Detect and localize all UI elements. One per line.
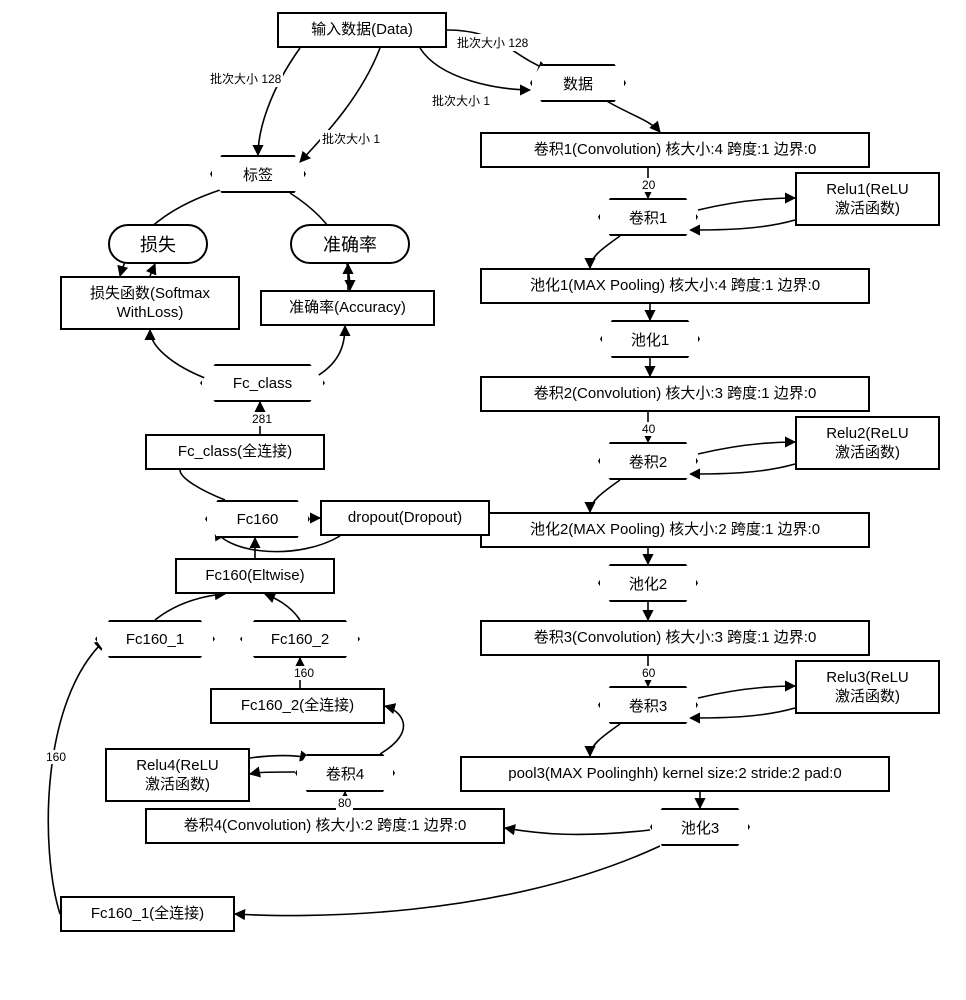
node-data_hex: 数据	[530, 64, 626, 102]
node-dropout: dropout(Dropout)	[320, 500, 490, 536]
node-relu1: Relu1(ReLU激活函数)	[795, 172, 940, 226]
edge-conv3_hex-to-pool3_cfg	[590, 724, 620, 756]
node-relu2: Relu2(ReLU激活函数)	[795, 416, 940, 470]
edge-conv4_hex-to-relu4	[250, 772, 295, 774]
edge-label-batch128_a: 批次大小 128	[208, 70, 283, 87]
node-conv2_hex: 卷积2	[598, 442, 698, 480]
node-loss_pill: 损失	[108, 224, 208, 264]
node-conv1_cfg: 卷积1(Convolution) 核大小:4 跨度:1 边界:0	[480, 132, 870, 168]
edge-conv1_hex-to-pool1_cfg	[590, 236, 620, 268]
node-relu3: Relu3(ReLU激活函数)	[795, 660, 940, 714]
edge-label-batch1_a: 批次大小 1	[320, 130, 382, 147]
node-conv3_hex: 卷积3	[598, 686, 698, 724]
edge-label-batch128_b: 批次大小 128	[455, 34, 530, 51]
edge-label-e20: 20	[640, 178, 657, 192]
edge-label-e160_b: 160	[44, 750, 68, 764]
edge-pool3_hex-to-conv4_cfg	[505, 828, 650, 834]
node-conv2_cfg: 卷积2(Convolution) 核大小:3 跨度:1 边界:0	[480, 376, 870, 412]
node-acc_pill: 准确率	[290, 224, 410, 264]
node-fc_class_hex: Fc_class	[200, 364, 325, 402]
node-fc_class_rect: Fc_class(全连接)	[145, 434, 325, 470]
node-pool3_cfg: pool3(MAX Poolinghh) kernel size:2 strid…	[460, 756, 890, 792]
node-fc160_1_hex: Fc160_1	[95, 620, 215, 658]
node-fc160_elt: Fc160(Eltwise)	[175, 558, 335, 594]
edge-label-e80: 80	[336, 796, 353, 810]
edge-label-e281: 281	[250, 412, 274, 426]
node-relu4: Relu4(ReLU激活函数)	[105, 748, 250, 802]
node-conv4_cfg: 卷积4(Convolution) 核大小:2 跨度:1 边界:0	[145, 808, 505, 844]
node-pool2_cfg: 池化2(MAX Pooling) 核大小:2 跨度:1 边界:0	[480, 512, 870, 548]
edge-fc160_1_hex-to-fc160_elt	[155, 594, 225, 620]
edge-pool3_hex-to-fc160_1_rect	[235, 846, 660, 916]
edge-label-e40: 40	[640, 422, 657, 436]
edge-relu1-to-conv1_hex	[690, 220, 795, 230]
edge-data_hex-to-conv1_cfg	[605, 100, 660, 132]
node-conv4_hex: 卷积4	[295, 754, 395, 792]
edge-relu3-to-conv3_hex	[690, 708, 795, 718]
node-pool1_cfg: 池化1(MAX Pooling) 核大小:4 跨度:1 边界:0	[480, 268, 870, 304]
edge-label-e160_a: 160	[292, 666, 316, 680]
edge-conv2_hex-to-pool2_cfg	[590, 480, 620, 512]
node-pool1_hex: 池化1	[600, 320, 700, 358]
edge-fc_class_hex-to-loss_fn	[150, 330, 210, 380]
edge-conv1_hex-to-relu1	[698, 198, 795, 210]
edge-input_data-to-label_hex	[258, 48, 300, 155]
node-conv3_cfg: 卷积3(Convolution) 核大小:3 跨度:1 边界:0	[480, 620, 870, 656]
node-input_data: 输入数据(Data)	[277, 12, 447, 48]
node-fc160_hex: Fc160	[205, 500, 310, 538]
edge-relu2-to-conv2_hex	[690, 464, 795, 474]
edge-label-e60: 60	[640, 666, 657, 680]
node-pool2_hex: 池化2	[598, 564, 698, 602]
node-fc160_1_rect: Fc160_1(全连接)	[60, 896, 235, 932]
node-fc160_2_hex: Fc160_2	[240, 620, 360, 658]
edge-loss_fn-to-loss_pill	[150, 264, 155, 276]
edge-label-batch1_b: 批次大小 1	[430, 92, 492, 109]
node-fc160_2_rect: Fc160_2(全连接)	[210, 688, 385, 724]
edge-input_data-to-data_hex	[420, 48, 530, 90]
edge-fc160_1_rect-to-fc160_1_hex	[48, 640, 105, 914]
edge-conv2_hex-to-relu2	[698, 442, 795, 454]
node-acc_rect: 准确率(Accuracy)	[260, 290, 435, 326]
edge-fc160_2_hex-to-fc160_elt	[265, 594, 300, 620]
node-label_hex: 标签	[210, 155, 306, 193]
node-pool3_hex: 池化3	[650, 808, 750, 846]
edge-relu4-to-conv4_hex	[250, 756, 310, 758]
node-loss_fn: 损失函数(SoftmaxWithLoss)	[60, 276, 240, 330]
node-conv1_hex: 卷积1	[598, 198, 698, 236]
edge-conv3_hex-to-relu3	[698, 686, 795, 698]
